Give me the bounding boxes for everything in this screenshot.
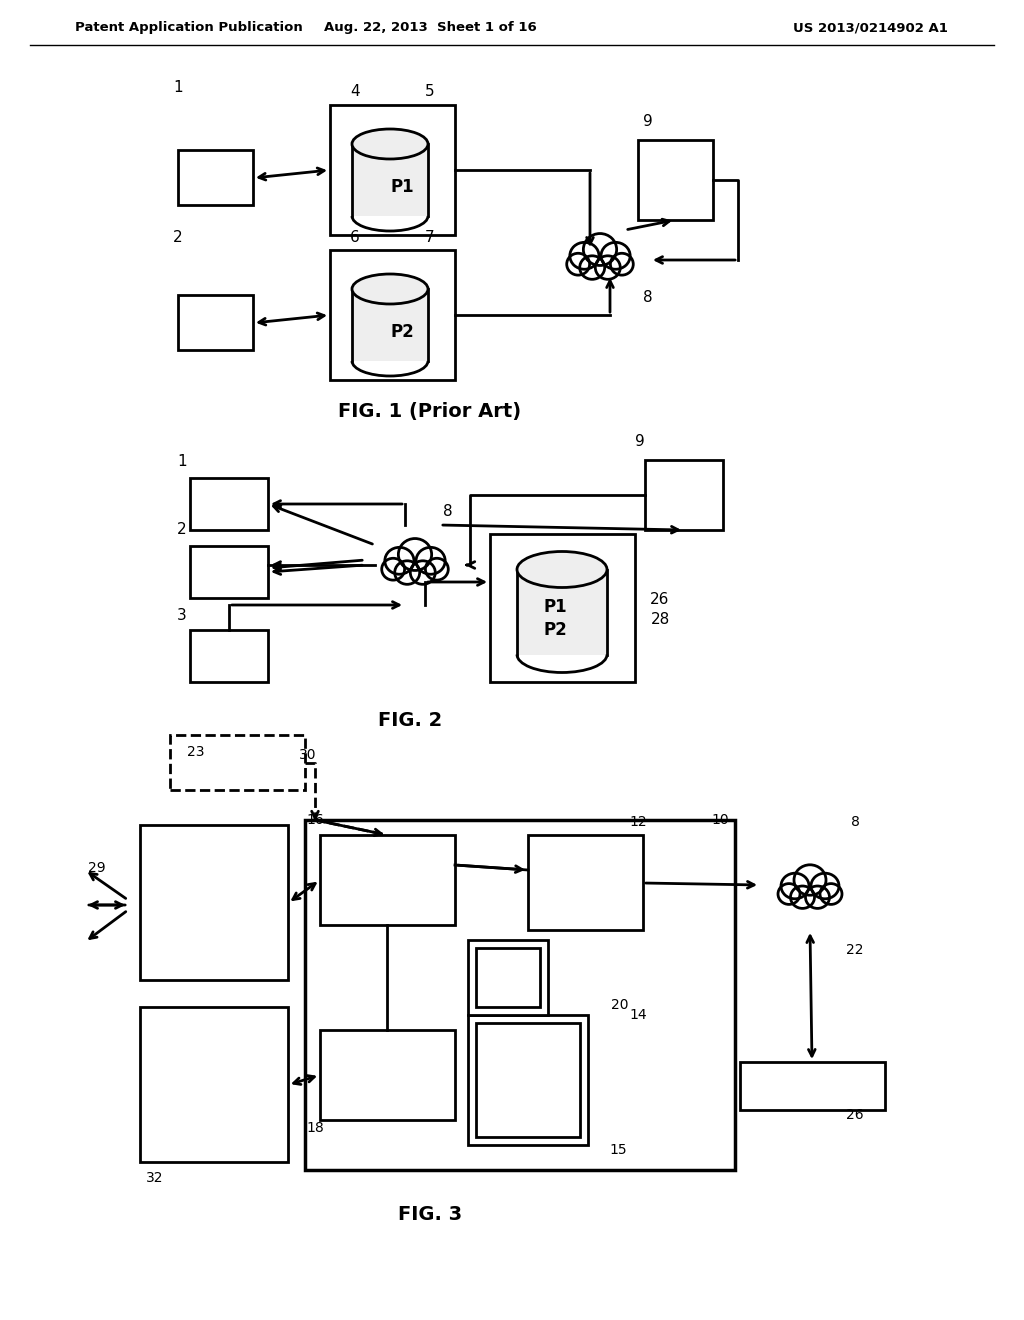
Ellipse shape: [398, 539, 432, 570]
Ellipse shape: [382, 558, 404, 579]
Text: P1: P1: [390, 178, 414, 195]
Polygon shape: [190, 478, 268, 531]
Ellipse shape: [580, 256, 605, 280]
Text: 9: 9: [643, 115, 653, 129]
Ellipse shape: [425, 558, 449, 579]
Text: 10: 10: [712, 813, 729, 828]
Polygon shape: [528, 836, 643, 931]
Text: 26: 26: [650, 593, 670, 607]
Polygon shape: [170, 735, 305, 789]
Polygon shape: [190, 630, 268, 682]
Text: P2: P2: [390, 323, 414, 341]
Ellipse shape: [820, 883, 842, 904]
Text: 20: 20: [611, 998, 629, 1012]
Text: 2: 2: [173, 231, 183, 246]
Text: Patent Application Publication: Patent Application Publication: [75, 21, 303, 34]
Text: 15: 15: [609, 1143, 627, 1158]
Ellipse shape: [394, 561, 420, 585]
Ellipse shape: [416, 548, 445, 574]
Ellipse shape: [610, 253, 633, 275]
Ellipse shape: [566, 253, 590, 275]
Ellipse shape: [517, 552, 607, 587]
Ellipse shape: [352, 129, 428, 158]
Text: 16: 16: [306, 813, 324, 828]
Text: FIG. 3: FIG. 3: [398, 1205, 462, 1225]
Text: 2: 2: [177, 523, 186, 537]
Ellipse shape: [601, 243, 630, 269]
Text: P1: P1: [543, 598, 567, 616]
Text: 29: 29: [88, 861, 105, 875]
Ellipse shape: [411, 561, 435, 585]
Text: Aug. 22, 2013  Sheet 1 of 16: Aug. 22, 2013 Sheet 1 of 16: [324, 21, 537, 34]
Ellipse shape: [778, 883, 800, 904]
Text: 22: 22: [846, 942, 864, 957]
Ellipse shape: [595, 256, 621, 280]
Text: FIG. 2: FIG. 2: [378, 710, 442, 730]
Polygon shape: [468, 940, 548, 1015]
Text: 1: 1: [173, 81, 183, 95]
Text: 12: 12: [629, 814, 647, 829]
Polygon shape: [645, 459, 723, 531]
Polygon shape: [330, 249, 455, 380]
Ellipse shape: [385, 548, 414, 574]
Ellipse shape: [791, 886, 814, 908]
Text: 6: 6: [350, 231, 359, 246]
Polygon shape: [178, 294, 253, 350]
Text: 4: 4: [350, 84, 359, 99]
Text: 26: 26: [846, 1107, 864, 1122]
Polygon shape: [352, 144, 428, 216]
Polygon shape: [352, 289, 428, 360]
Polygon shape: [638, 140, 713, 220]
Polygon shape: [476, 1023, 580, 1137]
Ellipse shape: [811, 874, 839, 899]
Polygon shape: [319, 836, 455, 925]
Text: 28: 28: [650, 612, 670, 627]
Ellipse shape: [781, 874, 809, 899]
Text: 14: 14: [629, 1008, 647, 1022]
Text: 3: 3: [177, 607, 186, 623]
Polygon shape: [305, 820, 735, 1170]
Text: 8: 8: [851, 814, 859, 829]
Text: P2: P2: [543, 620, 567, 639]
Text: 8: 8: [643, 290, 653, 305]
Polygon shape: [476, 948, 540, 1007]
Polygon shape: [468, 1015, 588, 1144]
Text: 30: 30: [299, 748, 316, 762]
Ellipse shape: [794, 865, 826, 895]
Polygon shape: [190, 546, 268, 598]
Text: 23: 23: [187, 744, 205, 759]
Ellipse shape: [352, 275, 428, 304]
Polygon shape: [140, 1007, 288, 1162]
Polygon shape: [178, 150, 253, 205]
Polygon shape: [319, 1030, 455, 1119]
Polygon shape: [740, 1063, 885, 1110]
Text: FIG. 1 (Prior Art): FIG. 1 (Prior Art): [339, 403, 521, 421]
Text: 32: 32: [146, 1171, 164, 1185]
Ellipse shape: [584, 234, 616, 265]
Ellipse shape: [806, 886, 829, 908]
Text: US 2013/0214902 A1: US 2013/0214902 A1: [793, 21, 947, 34]
Ellipse shape: [569, 243, 599, 269]
Text: 18: 18: [306, 1121, 324, 1135]
Polygon shape: [140, 825, 288, 979]
Text: 1: 1: [177, 454, 186, 470]
Polygon shape: [330, 106, 455, 235]
Text: 8: 8: [443, 504, 453, 520]
Polygon shape: [490, 535, 635, 682]
Text: 9: 9: [635, 434, 645, 450]
Polygon shape: [517, 569, 607, 655]
Text: 5: 5: [425, 84, 435, 99]
Text: 7: 7: [425, 231, 435, 246]
